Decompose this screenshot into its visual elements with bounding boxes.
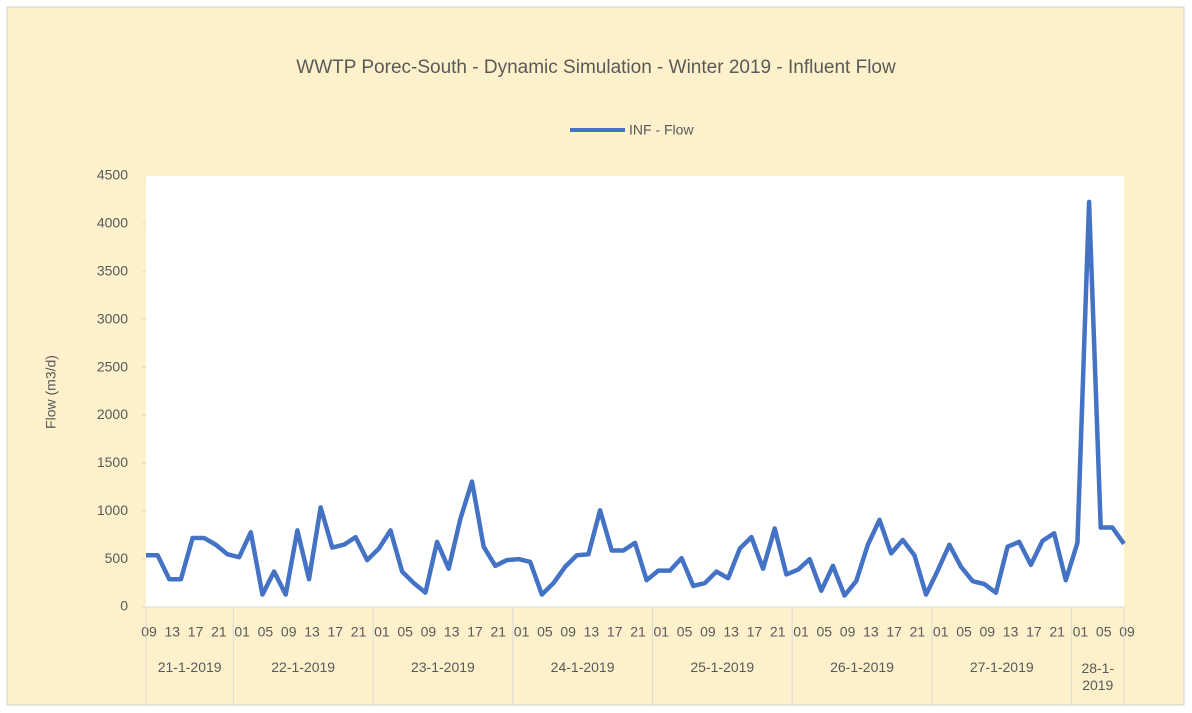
- x-tick-label: 05: [956, 624, 972, 640]
- group-label: 22-1-2019: [271, 659, 336, 675]
- x-tick-label: 17: [886, 624, 902, 640]
- x-tick-label: 13: [1003, 624, 1019, 640]
- x-tick-label: 21: [490, 624, 506, 640]
- group-label: 23-1-2019: [410, 659, 475, 675]
- x-tick-label: 21: [351, 624, 367, 640]
- x-tick-label: 09: [979, 624, 995, 640]
- x-tick-label: 09: [141, 624, 157, 640]
- x-tick-label: 09: [281, 624, 297, 640]
- x-tick-label: 17: [467, 624, 483, 640]
- group-label: 28-1-2019: [1081, 660, 1115, 693]
- x-tick-label: 17: [747, 624, 763, 640]
- x-tick-label: 21: [630, 624, 646, 640]
- plot-area: [146, 176, 1124, 607]
- group-label: 27-1-2019: [969, 659, 1034, 675]
- x-tick-label: 17: [188, 624, 204, 640]
- x-tick-label: 21: [910, 624, 926, 640]
- y-tick-label: 2000: [97, 406, 128, 422]
- x-tick-label: 09: [421, 624, 437, 640]
- x-tick-label: 09: [700, 624, 716, 640]
- x-tick-label: 01: [793, 624, 809, 640]
- x-tick-label: 09: [1119, 624, 1135, 640]
- y-tick-label: 3000: [97, 310, 128, 326]
- x-tick-label: 01: [933, 624, 949, 640]
- group-label: 26-1-2019: [830, 659, 894, 675]
- x-tick-label: 05: [677, 624, 693, 640]
- x-tick-label: 21: [770, 624, 786, 640]
- x-tick-label: 01: [514, 624, 530, 640]
- x-tick-label: 09: [840, 624, 856, 640]
- x-tick-label: 13: [863, 624, 879, 640]
- x-tick-label: 05: [816, 624, 832, 640]
- y-tick-label: 4000: [97, 215, 128, 231]
- x-tick-label: 09: [560, 624, 576, 640]
- x-tick-label: 05: [397, 624, 413, 640]
- y-tick-label: 1500: [97, 454, 128, 470]
- x-tick-label: 01: [374, 624, 390, 640]
- y-tick-label: 4500: [97, 167, 128, 183]
- y-tick-label: 3500: [97, 262, 128, 278]
- x-tick-label: 13: [584, 624, 600, 640]
- x-tick-label: 17: [607, 624, 623, 640]
- x-tick-label: 13: [723, 624, 739, 640]
- x-tick-label: 13: [164, 624, 180, 640]
- x-tick-label: 21: [211, 624, 227, 640]
- x-tick-label: 05: [537, 624, 553, 640]
- legend-label: INF - Flow: [629, 122, 694, 138]
- group-label: 21-1-2019: [157, 659, 222, 675]
- y-tick-label: 0: [120, 598, 128, 614]
- y-tick-label: 2500: [97, 358, 128, 374]
- x-tick-label: 05: [1096, 624, 1112, 640]
- group-label: 24-1-2019: [550, 659, 615, 675]
- x-tick-label: 13: [444, 624, 460, 640]
- y-tick-label: 500: [105, 550, 129, 566]
- series-line: [146, 199, 1126, 598]
- x-tick-label: 21: [1049, 624, 1065, 640]
- x-tick-label: 01: [234, 624, 250, 640]
- x-tick-label: 01: [1073, 624, 1089, 640]
- x-tick-label: 17: [1026, 624, 1042, 640]
- x-tick-label: 05: [258, 624, 274, 640]
- group-label: 25-1-2019: [690, 659, 755, 675]
- chart-title: WWTP Porec-South - Dynamic Simulation - …: [296, 57, 896, 78]
- y-axis-label: Flow (m3/d): [43, 355, 59, 429]
- y-tick-label: 1000: [97, 502, 128, 518]
- x-tick-label: 13: [304, 624, 320, 640]
- x-tick-label: 17: [327, 624, 343, 640]
- x-tick-label: 01: [653, 624, 669, 640]
